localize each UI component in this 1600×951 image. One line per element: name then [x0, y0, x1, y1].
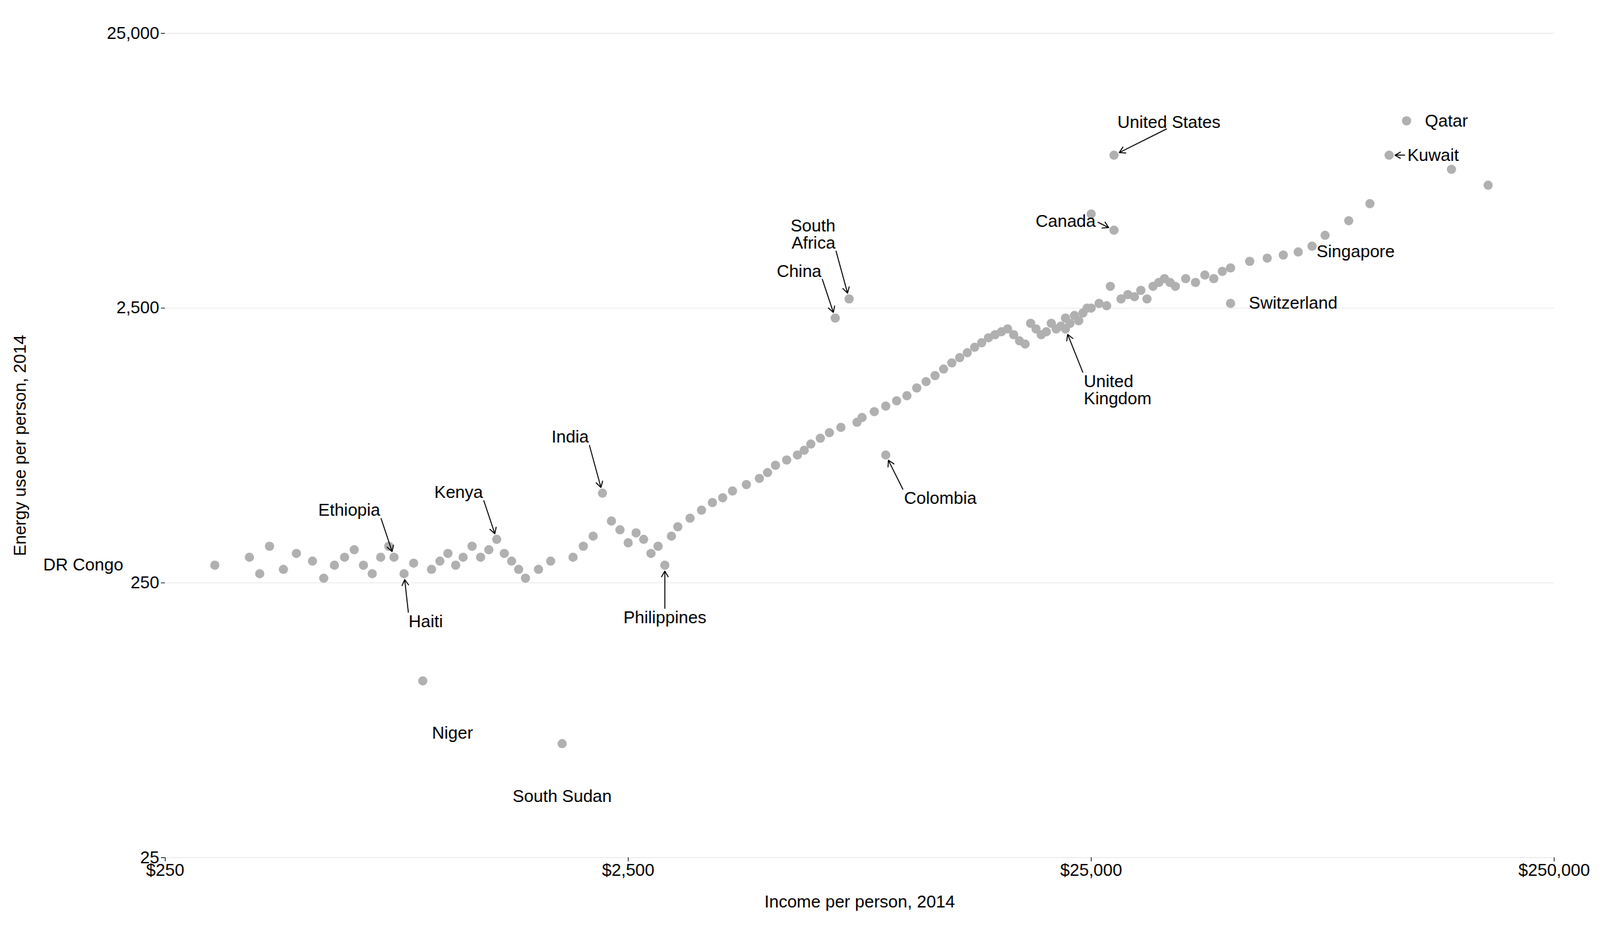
svg-text:Income per person, 2014: Income per person, 2014 [764, 891, 955, 912]
svg-text:Singapore: Singapore [1316, 241, 1395, 262]
svg-text:DR Congo: DR Congo [42, 554, 123, 575]
svg-text:UnitedKingdom: UnitedKingdom [1083, 371, 1152, 409]
svg-text:India: India [551, 426, 589, 447]
svg-text:$250,000: $250,000 [1518, 860, 1590, 880]
svg-text:$2,500: $2,500 [602, 860, 655, 880]
svg-text:Ethiopia: Ethiopia [318, 499, 381, 520]
svg-text:SouthAfrica: SouthAfrica [790, 215, 836, 253]
svg-text:Switzerland: Switzerland [1249, 292, 1338, 313]
svg-text:Canada: Canada [1035, 211, 1097, 231]
svg-text:Haiti: Haiti [408, 611, 444, 632]
svg-text:$25,000: $25,000 [1060, 860, 1123, 880]
svg-text:Colombia: Colombia [904, 488, 977, 508]
svg-text:Kenya: Kenya [434, 482, 484, 502]
svg-text:Qatar: Qatar [1425, 110, 1469, 131]
svg-text:United States: United States [1117, 112, 1221, 132]
svg-text:25: 25 [140, 847, 160, 868]
svg-text:250: 250 [130, 572, 159, 593]
svg-text:China: China [776, 261, 822, 281]
svg-text:Niger: Niger [431, 722, 473, 743]
svg-text:Energy use per person, 2014: Energy use per person, 2014 [9, 335, 30, 556]
svg-text:Kuwait: Kuwait [1407, 145, 1460, 165]
svg-text:$250: $250 [146, 860, 185, 880]
svg-text:25,000: 25,000 [106, 23, 160, 43]
svg-text:2,500: 2,500 [116, 297, 159, 318]
svg-text:Philippines: Philippines [623, 607, 707, 628]
svg-text:South Sudan: South Sudan [512, 785, 612, 806]
